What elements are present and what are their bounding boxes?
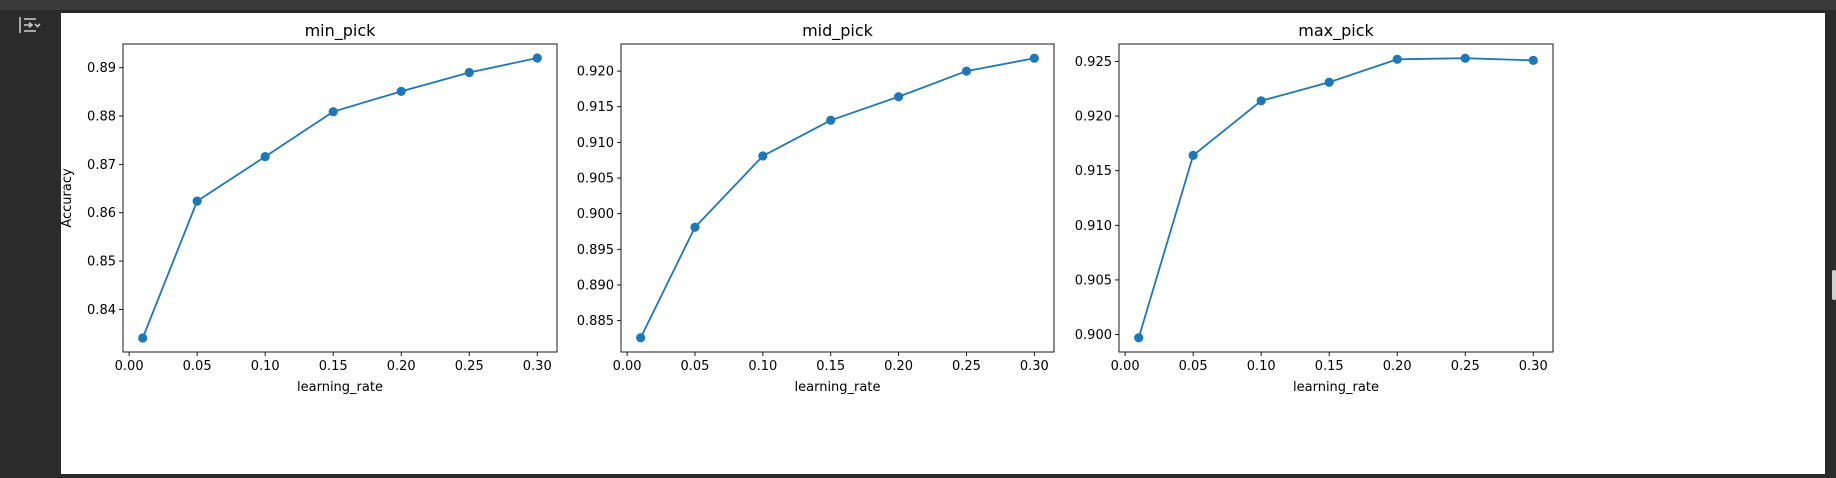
top-strip [0, 0, 1836, 10]
chart-2-xlabel: learning_rate [795, 380, 881, 395]
chart-1-data-point [328, 107, 338, 117]
chart-2-xtick-label: 0.30 [1020, 359, 1049, 374]
chart-2-data-point [758, 151, 768, 161]
chart-3-ytick-label: 0.905 [1075, 273, 1112, 288]
chart-3-xtick-label: 0.10 [1247, 359, 1276, 374]
chart-3-ytick-label: 0.900 [1075, 328, 1112, 343]
chart-3-xtick-label: 0.05 [1179, 359, 1208, 374]
cell-gutter [0, 10, 60, 478]
chart-3-xtick-label: 0.15 [1315, 359, 1344, 374]
chart-3-data-point [1392, 54, 1402, 64]
chart-3-ytick-label: 0.925 [1075, 55, 1112, 70]
chart-1-xtick-label: 0.30 [523, 359, 552, 374]
chart-1-ytick-label: 0.84 [87, 303, 116, 318]
chart-2-xtick-label: 0.15 [816, 359, 845, 374]
chart-2-ytick-label: 0.900 [577, 207, 614, 222]
scrollbar-handle[interactable] [1832, 270, 1836, 300]
chart-3-xtick-label: 0.30 [1519, 359, 1548, 374]
chart-3-xtick-label: 0.20 [1383, 359, 1412, 374]
chart-2-data-point [893, 92, 904, 102]
chart-1-xlabel: learning_rate [297, 380, 383, 395]
chart-1-xtick-label: 0.00 [115, 359, 144, 374]
chart-2-xtick-label: 0.10 [748, 359, 777, 374]
collapse-output-icon[interactable] [14, 12, 44, 38]
chart-1-data-point [260, 152, 270, 162]
chart-1-xtick-label: 0.20 [387, 359, 416, 374]
chart-1-xtick-label: 0.05 [183, 359, 212, 374]
chart-2-xtick-label: 0.20 [884, 359, 913, 374]
chart-3-data-point [1134, 333, 1144, 343]
chart-3-data-point [1256, 96, 1266, 106]
chart-2-ytick-label: 0.920 [577, 65, 614, 80]
chart-3-xlabel: learning_rate [1293, 380, 1379, 395]
chart-3-ytick-label: 0.910 [1075, 219, 1112, 234]
chart-1-xtick-label: 0.25 [455, 359, 484, 374]
chart-2-series-line [639, 57, 1035, 339]
chart-2-xtick-label: 0.00 [613, 359, 642, 374]
chart-1-xtick-label: 0.10 [251, 359, 280, 374]
chart-3-ytick-label: 0.920 [1075, 110, 1112, 125]
chart-2-data-point [690, 222, 700, 232]
chart-1-ytick-label: 0.87 [87, 158, 116, 173]
chart-2-ytick-label: 0.885 [577, 314, 614, 329]
chart-1-data-point [396, 86, 406, 96]
chart-3-title: max_pick [1298, 21, 1374, 41]
chart-2-ytick-label: 0.905 [577, 172, 614, 187]
chart-3-data-point [1528, 55, 1538, 65]
chart-2-data-point [636, 333, 646, 343]
chart-2-data-point [826, 115, 836, 125]
chart-2-data-point [1029, 53, 1039, 63]
chart-1-series-line [141, 57, 538, 339]
chart-3-data-point [1460, 53, 1470, 63]
chart-3-xtick-label: 0.25 [1451, 359, 1480, 374]
chart-1-data-point [532, 53, 542, 63]
chart-2-frame [620, 43, 1055, 353]
chart-3-series-line [1137, 57, 1534, 339]
chart-3-ytick-label: 0.915 [1075, 164, 1112, 179]
chart-1-data-point [138, 333, 148, 343]
chart-1-ytick-label: 0.89 [87, 61, 116, 76]
chart-1-frame [122, 43, 558, 353]
chart-1-title: min_pick [305, 21, 377, 41]
chart-2-ytick-label: 0.910 [577, 136, 614, 151]
chart-3-data-point [1188, 150, 1198, 161]
chart-1-ytick-label: 0.88 [87, 110, 116, 125]
chart-2-xtick-label: 0.25 [952, 359, 981, 374]
chart-2-title: mid_pick [802, 21, 874, 41]
chart-1-data-point [192, 196, 202, 206]
output-area: 0.00 0.05 0.10 0.15 0.20 0.25 0.30 0.84 0.85 0.86… [60, 13, 1825, 474]
chart-2-xtick-label: 0.05 [680, 359, 709, 374]
chart-2-data-point [961, 66, 972, 76]
chart-1-ylabel: Accuracy [61, 168, 75, 228]
chart-1-data-point [464, 67, 474, 78]
chart-2-ytick-label: 0.915 [577, 100, 614, 115]
charts-figure: 0.00 0.05 0.10 0.15 0.20 0.25 0.30 0.84 0.85 0.86… [60, 21, 1554, 395]
chart-3-xtick-label: 0.00 [1111, 359, 1140, 374]
chart-2-ytick-label: 0.890 [577, 278, 614, 293]
chart-3-data-point [1324, 77, 1334, 87]
chart-2-ytick-label: 0.895 [577, 243, 614, 258]
chart-1-ytick-label: 0.85 [87, 255, 116, 270]
chart-1-ytick-label: 0.86 [87, 206, 116, 221]
chart-3-frame [1118, 43, 1554, 353]
chart-1-xtick-label: 0.15 [319, 359, 348, 374]
